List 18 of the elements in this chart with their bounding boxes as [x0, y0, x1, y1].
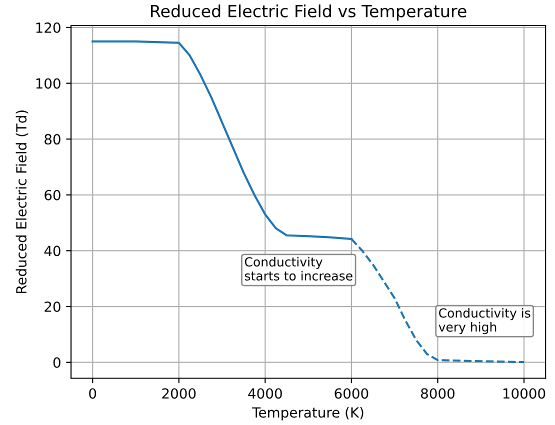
y-axis-title: Reduced Electric Field (Td) [16, 110, 28, 294]
y-tick-label: 0 [53, 357, 60, 368]
chart-title: Reduced Electric Field vs Temperature [151, 4, 466, 21]
x-tick-label: 2000 [162, 388, 196, 399]
y-tick-label: 20 [44, 301, 60, 312]
y-tick-label: 120 [36, 22, 60, 33]
x-tick-label: 8000 [420, 388, 454, 399]
y-tick-label: 40 [44, 246, 60, 256]
x-tick-label: 10000 [503, 388, 546, 399]
x-tick-label: 6000 [334, 388, 368, 399]
x-axis-title: Temperature (K) [252, 406, 364, 420]
annotation: Conductivity is very high [438, 308, 530, 334]
y-tick-label: 60 [44, 190, 60, 200]
x-tick-label: 4000 [248, 388, 282, 399]
x-tick-label: 0 [89, 388, 96, 399]
y-tick-label: 100 [36, 78, 60, 89]
y-tick-label: 80 [44, 134, 60, 145]
annotation: Conductivity starts to increase [244, 256, 352, 281]
